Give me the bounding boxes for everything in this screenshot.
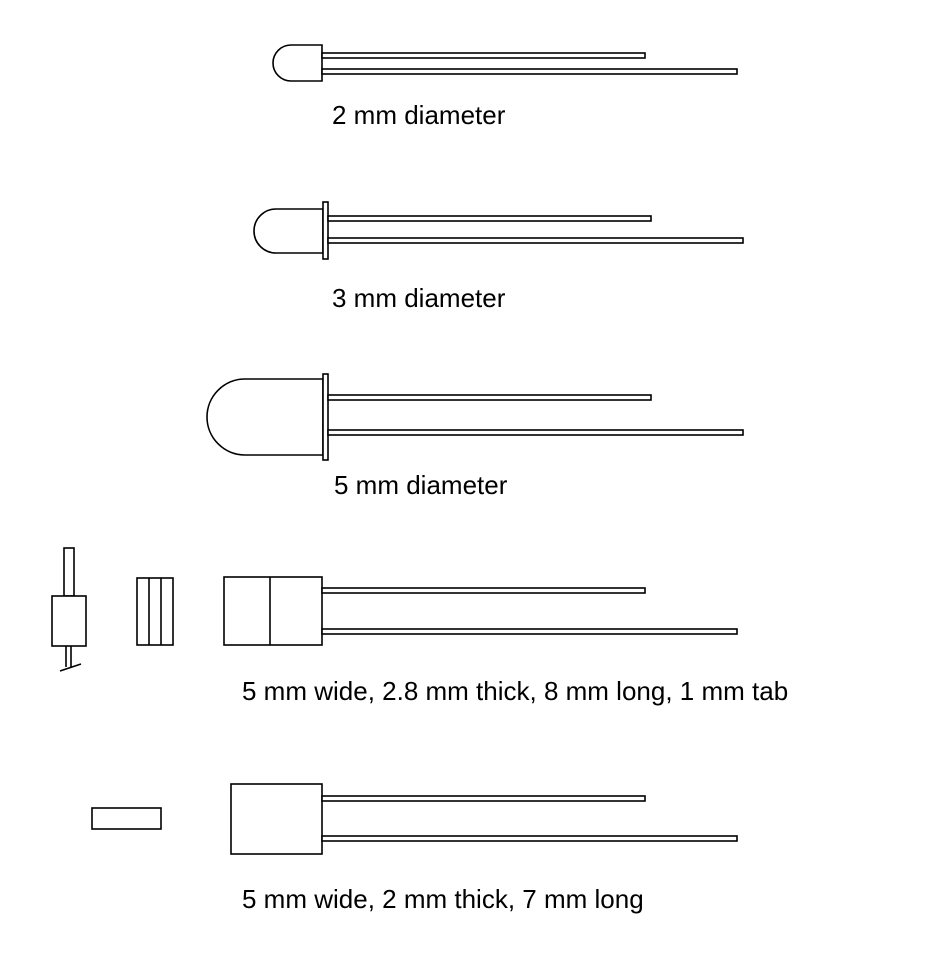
led-rect-tab-long-lead (321, 628, 738, 635)
led-rect-tab-top-body (136, 577, 174, 646)
led-rect-tab-side-tab (63, 547, 75, 597)
led-rect-side-body (91, 807, 162, 830)
led-rect-front-body (230, 783, 323, 855)
led-rect-tab-top-view (136, 577, 174, 646)
led-rect-tab-front-body (223, 576, 323, 646)
led-3mm-drawing (253, 201, 744, 260)
led-5mm-label: 5 mm diameter (334, 470, 508, 500)
led-5mm-flange (322, 373, 329, 461)
led-5mm-long-lead (327, 429, 744, 436)
led-2mm-body (272, 44, 323, 82)
led-3mm-flange (322, 201, 329, 260)
led-3mm-long-lead (327, 237, 744, 244)
led-3mm-label: 3 mm diameter (332, 283, 506, 313)
led-rect-tab-label: 5 mm wide, 2.8 mm thick, 8 mm long, 1 mm… (242, 676, 788, 706)
led-2mm-label: 2 mm diameter (332, 100, 506, 130)
led-rect-tab-side-view (51, 547, 87, 672)
led-2mm-drawing (272, 44, 738, 82)
led-rect-long-lead (321, 835, 738, 842)
led-rect-tab-side-base (59, 663, 82, 672)
led-3mm-body (253, 208, 324, 254)
led-5mm-body (206, 378, 324, 456)
led-rect-tab-side-body (51, 595, 87, 647)
led-rect-tab-front-view (223, 576, 738, 646)
led-rect-tab-drawing (51, 547, 738, 672)
led-5mm-drawing (206, 373, 744, 461)
led-5mm-short-lead (327, 394, 652, 401)
led-3mm-short-lead (327, 215, 652, 222)
led-rect-label: 5 mm wide, 2 mm thick, 7 mm long (242, 884, 644, 914)
led-rect-tab-short-lead (321, 587, 646, 594)
led-rect-short-lead (321, 795, 646, 802)
led-2mm-short-lead (321, 52, 646, 59)
led-2mm-long-lead (321, 68, 738, 75)
led-rect-drawing (91, 783, 738, 855)
